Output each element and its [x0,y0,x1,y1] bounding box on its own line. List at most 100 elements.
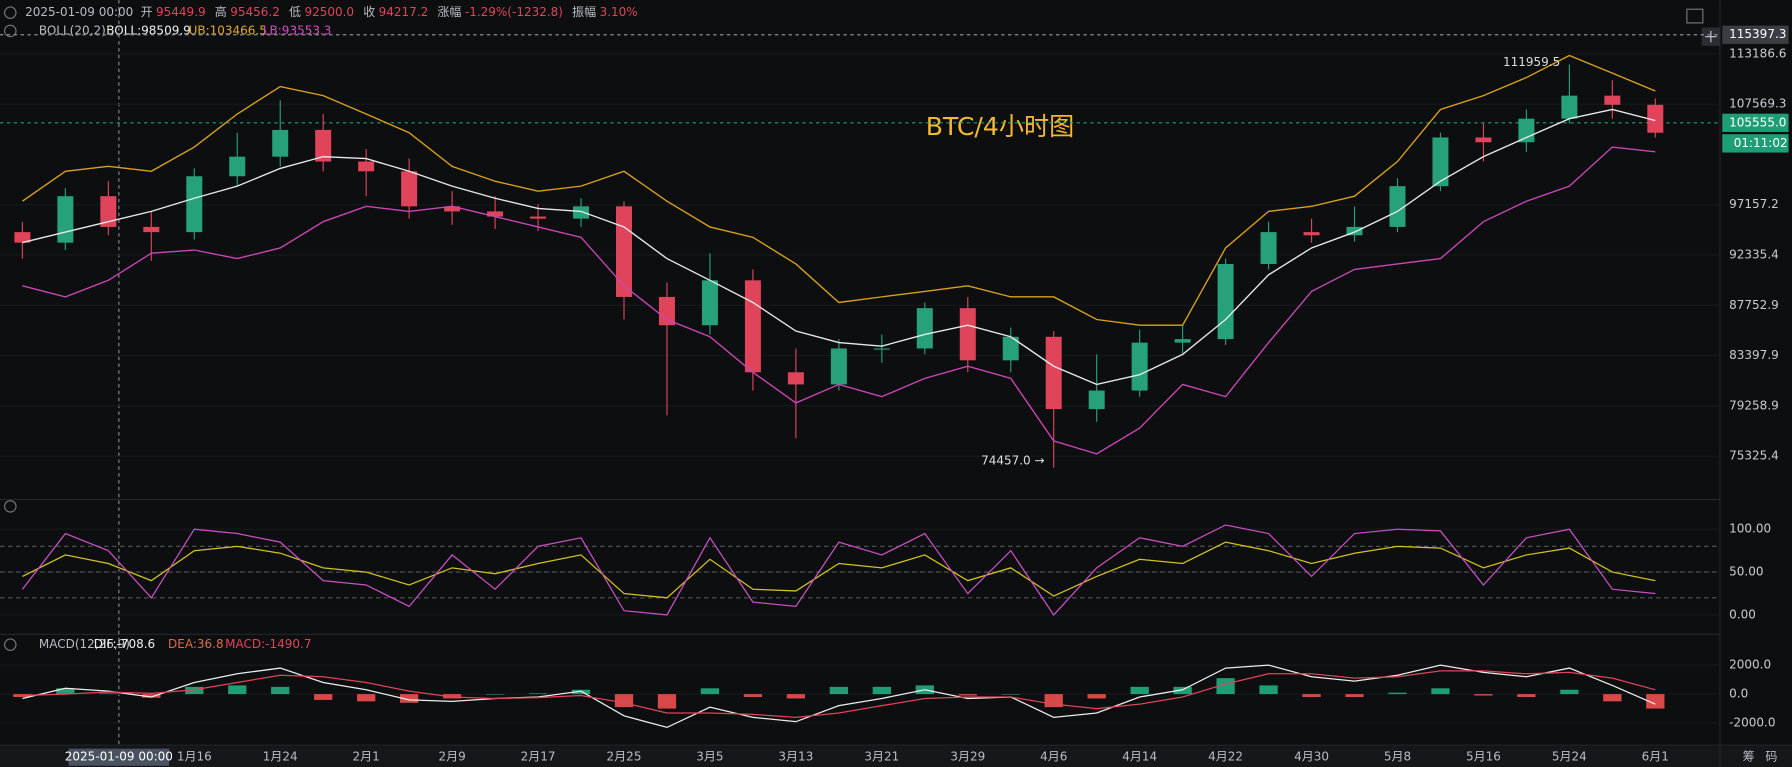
macd-bar [1259,685,1278,695]
collapse-icon[interactable] [4,638,17,651]
boll-line [22,54,1656,326]
candle-body [315,129,332,162]
fullscreen-button[interactable] [1686,8,1704,24]
x-tick-label: 3月5 [696,750,723,764]
x-tick-label: 2月17 [521,750,556,764]
collapse-icon[interactable] [4,500,17,513]
macd-value: MACD:-1490.7 [225,637,311,651]
candle-body [1045,336,1062,410]
candle-body [1561,95,1578,119]
oscillator-line [21,524,1656,616]
macd-bar [185,686,204,695]
candle-body [1174,339,1191,343]
macd-bar [571,689,591,695]
x-tick-label: 2月1 [353,750,380,764]
y-tick-label: 97157.2 [1729,197,1779,211]
candle-body [186,176,203,233]
high-note: 111959.5 [1503,55,1560,69]
macd-bar [829,686,848,695]
macd-bar [872,686,891,695]
boll-mid: BOLL:98509.9 [106,23,191,37]
candle-body [616,206,632,297]
x-tick-label: 4月22 [1208,750,1243,764]
header-value: -1.29%(-1232.8) [465,5,563,19]
x-tick-label: 4月30 [1294,750,1329,764]
candle-body [1647,104,1664,133]
candle-body [1217,263,1234,340]
x-tick-label: 4月14 [1122,750,1157,764]
candle-body [1432,137,1449,187]
macd-bar [228,685,247,695]
macd-line [22,670,1656,718]
x-tick-label: 5月24 [1552,750,1587,764]
header-value: 95449.9 [156,5,206,19]
boll-ub: UB:103466.5 [189,23,267,37]
macd-dea: DEA:36.8 [168,637,224,651]
toolbar-item[interactable]: 码 [1765,750,1777,764]
candle-body [444,206,461,212]
macd-bar [1603,694,1622,702]
x-tick-label: 4月6 [1040,750,1067,764]
y-tick-label: 107569.3 [1729,97,1786,111]
y-tick-label: 79258.9 [1729,398,1779,412]
header-label: 低 [289,5,301,19]
macd-bar [142,694,161,698]
y-tick-label: 113186.6 [1729,46,1786,60]
candle-body [1002,336,1019,361]
candle-body [143,226,160,233]
collapse-icon[interactable] [4,24,17,38]
macd-bar [99,693,118,695]
macd-dif: DIF:-708.6 [94,637,155,651]
macd-bar [614,694,634,708]
macd-bar [1001,694,1020,695]
countdown-box [1722,134,1789,153]
low-note: 74457.0 → [981,453,1045,467]
macd-bar [1560,689,1579,695]
candle-body [787,372,804,385]
last-price-box [1722,113,1789,132]
boll-name: BOLL(20,2) [39,23,106,37]
macd-bar [1646,694,1665,709]
header-value: 94217.2 [379,5,429,19]
plus-icon [1705,30,1717,43]
x-tick-label: 1月16 [177,750,212,764]
oscillator-line [22,541,1656,599]
macd-bar [314,694,333,700]
x-tick-label: 2月9 [438,750,465,764]
macd-bar [1302,694,1321,697]
candle-body [830,348,847,385]
macd-bar [1173,686,1192,695]
macd-bar [958,694,977,696]
toolbar-item[interactable]: 筹 [1743,750,1755,764]
header-time: 2025-01-09 00:00 [25,5,133,19]
macd-bar [528,693,548,695]
y-tick-label: -2000.0 [1729,716,1775,730]
crosshair-price-box [1722,25,1789,44]
macd-bar [1388,692,1407,695]
candle-body [1088,390,1105,410]
crosshair-price: 115397.3 [1729,27,1786,41]
header-value: 92500.0 [304,5,354,19]
macd-name: MACD(12,26,9) [39,637,130,651]
boll-line [22,146,1656,455]
candle-body [573,206,590,219]
candle-body [14,232,31,243]
candle-body [530,216,547,219]
y-tick-label: 100.00 [1729,522,1771,536]
x-tick-label: 5月8 [1384,750,1411,764]
x-tick-label: 1月24 [263,750,298,764]
candle-body [1604,95,1621,105]
candle-body [1475,137,1492,143]
candle-body [57,196,74,243]
candle-body [272,129,289,157]
y-tick-label: 50.00 [1729,565,1763,579]
macd-bar [1474,694,1493,696]
macd-bar [1345,694,1364,697]
collapse-icon[interactable] [4,6,17,19]
candle-body [959,308,976,361]
candle-body [916,308,933,349]
macd-bar [271,686,290,695]
x-tick-label: 3月21 [864,750,899,764]
macd-bar [442,694,462,699]
